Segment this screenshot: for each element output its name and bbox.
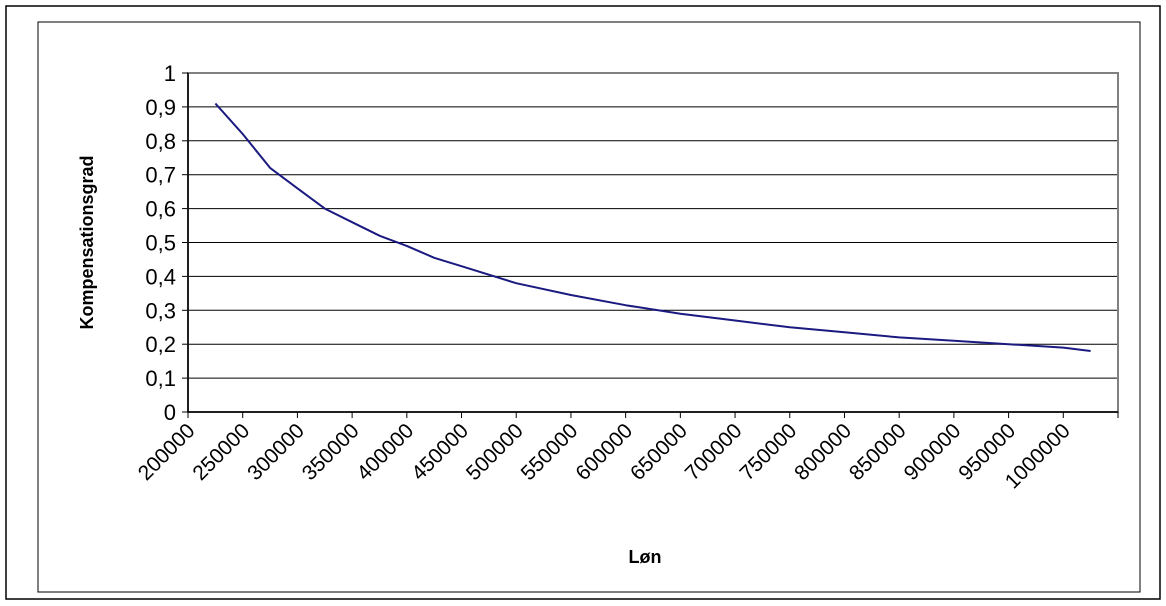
y-tick-label: 0,5	[145, 231, 176, 256]
x-axis-title: Løn	[629, 547, 662, 567]
grid-lines	[188, 106, 1118, 379]
axes	[182, 72, 1119, 418]
y-tick-label: 0,7	[145, 163, 176, 188]
series-line	[214, 102, 1091, 352]
y-tick-label: 0,8	[145, 129, 176, 154]
y-tick-label: 1	[164, 61, 176, 86]
series	[214, 102, 1091, 352]
y-tick-label: 0,2	[145, 332, 176, 357]
y-tick-label: 0,3	[145, 298, 176, 323]
y-tick-label: 0,1	[145, 366, 176, 391]
y-tick-label: 0	[164, 400, 176, 425]
y-tick-label: 0,4	[145, 264, 176, 289]
y-tick-label: 0,9	[145, 95, 176, 120]
chart-area-border	[37, 21, 1141, 593]
y-tick-labels: 0 0,1 0,2 0,3 0,4 0,5 0,6 0,7 0,8 0,9 1	[145, 61, 176, 425]
y-tick-label: 0,6	[145, 197, 176, 222]
y-axis-title: Kompensationsgrad	[77, 155, 97, 329]
outer-frame	[5, 5, 1161, 600]
